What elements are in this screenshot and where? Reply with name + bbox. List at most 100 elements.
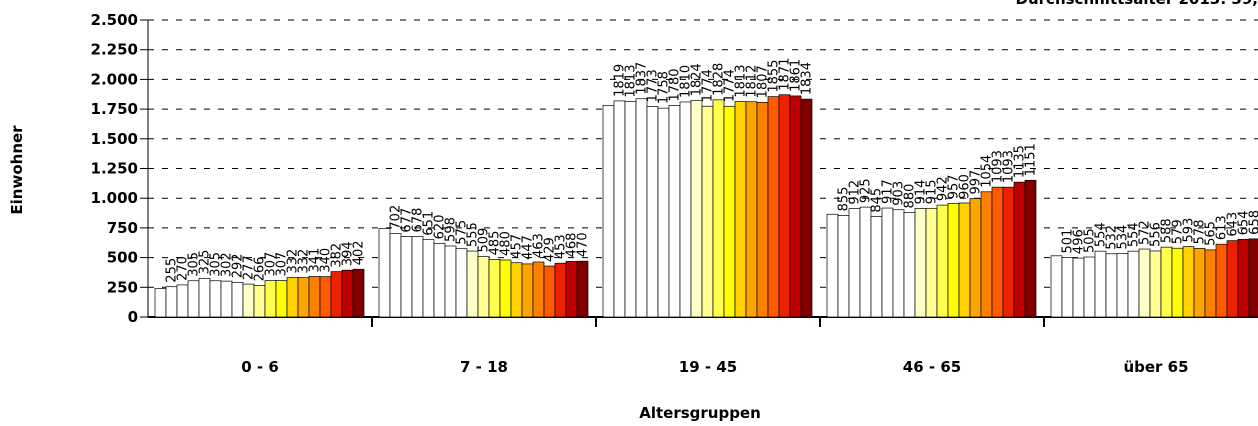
- bar: [422, 239, 435, 318]
- bar: [646, 106, 659, 318]
- value-label: 1813: [734, 65, 749, 98]
- bar: [1013, 181, 1026, 318]
- value-label: 307: [264, 252, 279, 277]
- value-label: 593: [1182, 218, 1197, 243]
- value-label: 509: [477, 228, 492, 253]
- value-label: 1824: [690, 63, 705, 96]
- value-label: 480: [499, 231, 514, 256]
- value-label: 332: [286, 249, 301, 274]
- value-label: 1774: [701, 69, 716, 102]
- bar: [1072, 257, 1085, 318]
- bar: [789, 95, 802, 318]
- value-label: 678: [411, 208, 426, 233]
- bar: [925, 207, 938, 318]
- x-tick-label: 0 - 6: [241, 358, 279, 376]
- value-label: 1837: [635, 62, 650, 95]
- value-label: 658: [1248, 210, 1258, 235]
- bar: [308, 276, 321, 318]
- bar: [242, 283, 255, 318]
- bar: [613, 100, 626, 318]
- bar: [679, 101, 692, 318]
- value-label: 925: [859, 178, 874, 203]
- value-label: 468: [565, 233, 580, 258]
- bar: [488, 259, 501, 318]
- bar: [723, 105, 736, 318]
- bar: [690, 99, 703, 318]
- bar: [980, 191, 993, 318]
- bar: [881, 207, 894, 318]
- value-label: 915: [925, 179, 940, 204]
- bar: [411, 236, 424, 318]
- value-label: 325: [198, 250, 213, 275]
- bar: [1226, 240, 1239, 318]
- value-label: 1151: [1024, 143, 1039, 176]
- bar: [767, 96, 780, 318]
- bar: [969, 198, 982, 318]
- value-label: 1812: [745, 65, 760, 98]
- value-label: 903: [892, 181, 907, 206]
- x-tick-label: über 65: [1123, 358, 1188, 376]
- y-tick-label: 1.500: [91, 130, 138, 148]
- value-label: 340: [319, 248, 334, 273]
- bar: [444, 245, 457, 318]
- bar: [576, 260, 589, 318]
- value-label: 565: [1204, 221, 1219, 246]
- bar: [903, 212, 916, 318]
- value-label: 307: [275, 252, 290, 277]
- value-label: 855: [837, 187, 852, 212]
- x-tick-label: 46 - 65: [903, 358, 961, 376]
- value-label: 1773: [646, 69, 661, 102]
- bar: [455, 248, 468, 318]
- bar: [602, 105, 615, 318]
- value-label: 1774: [723, 69, 738, 102]
- bar: [947, 202, 960, 318]
- y-tick-label: 750: [107, 219, 138, 237]
- bar: [624, 101, 637, 318]
- y-tick-label: 2.250: [91, 41, 138, 59]
- value-label: 1871: [778, 58, 793, 91]
- value-label: 997: [969, 170, 984, 195]
- value-label: 575: [455, 220, 470, 245]
- value-label: 1834: [800, 62, 815, 95]
- bar: [668, 105, 681, 318]
- value-label: 463: [532, 233, 547, 258]
- value-label: 1054: [980, 155, 995, 188]
- value-label: 305: [209, 252, 224, 277]
- value-label: 266: [253, 257, 268, 282]
- value-label: 1810: [679, 65, 694, 98]
- y-tick-label: 1.000: [91, 189, 138, 207]
- value-label: 470: [576, 232, 591, 257]
- bar: [1215, 243, 1228, 318]
- bar: [1248, 238, 1258, 318]
- bar: [286, 277, 299, 318]
- value-label: 572: [1138, 220, 1153, 245]
- y-tick-label: 2.000: [91, 70, 138, 88]
- value-label: 496: [1072, 229, 1087, 254]
- y-tick-label: 500: [107, 249, 138, 267]
- value-label: 332: [297, 249, 312, 274]
- bar: [389, 233, 402, 318]
- value-label: 1819: [613, 64, 628, 97]
- bar: [543, 265, 556, 318]
- value-label: 1093: [991, 150, 1006, 183]
- bar: [1061, 257, 1074, 318]
- y-tick-label: 1.250: [91, 160, 138, 178]
- value-label: 651: [422, 211, 437, 236]
- value-label: 677: [400, 208, 415, 233]
- x-tick-label: 19 - 45: [679, 358, 737, 376]
- value-label: 643: [1226, 212, 1241, 237]
- bar: [1116, 253, 1129, 318]
- value-label: 960: [958, 174, 973, 199]
- bar: [1050, 255, 1063, 318]
- value-label: 554: [1094, 222, 1109, 247]
- value-label: 394: [341, 241, 356, 266]
- value-label: 598: [444, 217, 459, 242]
- y-axis-title: Einwohner: [8, 125, 26, 215]
- y-tick-label: 2.500: [91, 11, 138, 29]
- bar: [745, 101, 758, 318]
- bar: [1171, 247, 1184, 318]
- bar: [914, 208, 927, 318]
- value-label: 532: [1105, 225, 1120, 250]
- value-label: 555: [466, 222, 481, 247]
